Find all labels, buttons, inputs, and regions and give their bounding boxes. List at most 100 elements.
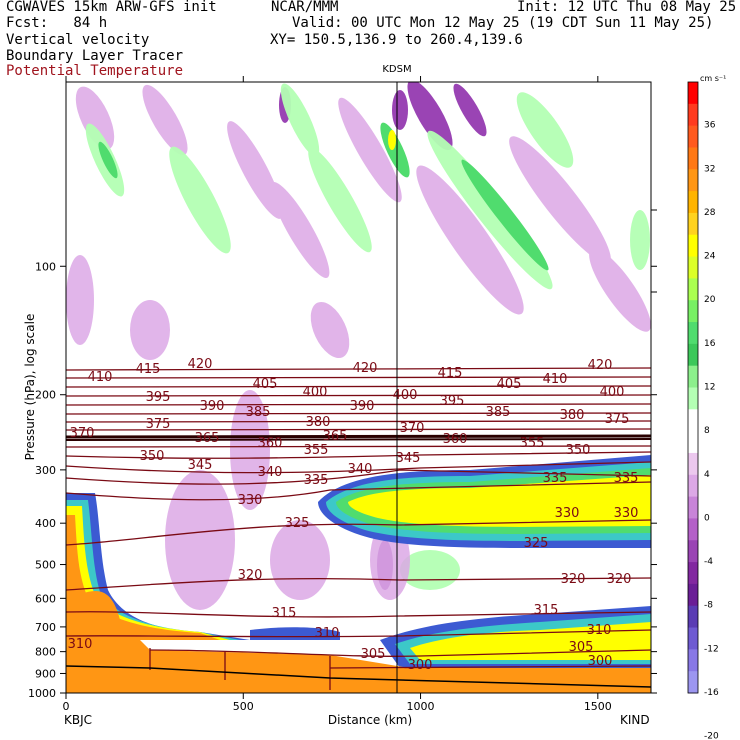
x-tick-label: 1000 (407, 700, 435, 713)
x-axis-left-station: KBJC (64, 713, 93, 727)
theta-label: 400 (393, 388, 418, 403)
colorbar-swatch (688, 256, 698, 279)
theta-label: 355 (304, 443, 329, 458)
theta-label: 375 (605, 412, 630, 427)
colorbar-label: -4 (704, 557, 713, 567)
colorbar-swatch (688, 365, 698, 388)
theta-label: 395 (146, 390, 171, 405)
header-cross-section-endpoints: XY= 150.5,136.9 to 260.4,139.6 (270, 32, 523, 48)
header-field-boundary-layer-tracer: Boundary Layer Tracer (6, 48, 184, 64)
theta-label: 405 (253, 377, 278, 392)
colorbar-swatch (688, 343, 698, 367)
theta-label: 325 (524, 536, 549, 551)
colorbar-label: 4 (704, 470, 710, 480)
header-init-time: Init: 12 UTC Thu 08 May 25 (517, 0, 737, 15)
y-tick-label: 800 (35, 646, 56, 659)
colorbar-label: 36 (704, 121, 716, 131)
theta-label: 380 (306, 415, 331, 430)
header-field-potential-temperature: Potential Temperature (6, 63, 184, 79)
colorbar-label: 0 (704, 513, 710, 523)
colorbar-swatch (688, 518, 698, 541)
header-valid-time: Valid: 00 UTC Mon 12 May 25 (19 CDT Sun … (292, 15, 714, 31)
theta-label: 305 (569, 640, 594, 655)
colorbar-frame (687, 81, 699, 694)
theta-label: 385 (246, 405, 271, 420)
x-tick-label: 0 (63, 700, 70, 713)
colorbar-swatch (688, 431, 698, 454)
theta-label: 360 (258, 436, 283, 451)
colorbar-swatch (688, 212, 698, 236)
theta-label-group: 410 410 415 415 420 420 420 405 405 400 400 400 395 3… (68, 357, 639, 673)
colorbar-swatch (688, 562, 698, 585)
theta-label: 390 (200, 399, 225, 414)
theta-label: 385 (486, 405, 511, 420)
station-marker-label: KDSM (382, 64, 411, 75)
theta-label: 370 (70, 426, 95, 441)
colorbar-swatch (688, 409, 698, 432)
theta-label: 350 (566, 443, 591, 458)
theta-label: 415 (438, 366, 463, 381)
theta-label: 380 (560, 408, 585, 423)
colorbar-swatch (688, 649, 698, 672)
theta-label: 310 (587, 623, 612, 638)
theta-label: 330 (555, 506, 580, 521)
theta-label: 400 (600, 385, 625, 400)
theta-label: 335 (614, 471, 639, 486)
y-tick-label: 1000 (28, 687, 56, 700)
theta-label: 420 (588, 358, 613, 373)
theta-label: 365 (195, 431, 220, 446)
colorbar-label: -12 (704, 644, 719, 654)
theta-label: 370 (400, 421, 425, 436)
colorbar-swatch (688, 540, 698, 563)
colorbar-label: 20 (704, 295, 716, 305)
theta-label: 330 (614, 506, 639, 521)
theta-label: 390 (350, 399, 375, 414)
header-field-vertical-velocity: Vertical velocity (6, 32, 150, 48)
plot-background (66, 82, 651, 693)
theta-label: 320 (607, 572, 632, 587)
theta-label: 320 (561, 572, 586, 587)
header-model-title: CGWAVES 15km ARW-GFS init (6, 0, 217, 15)
colorbar-swatch (688, 169, 698, 192)
theta-label: 315 (272, 606, 297, 621)
theta-label: 345 (396, 451, 421, 466)
theta-label: 300 (408, 658, 433, 673)
colorbar-swatch (688, 234, 698, 258)
colorbar-label: -20 (704, 732, 719, 740)
y-tick-label: 600 (35, 592, 56, 605)
y-tick-label: 700 (35, 621, 56, 634)
theta-label: 310 (315, 626, 340, 641)
theta-label: 340 (258, 465, 283, 480)
theta-label: 420 (188, 357, 213, 372)
theta-label: 320 (238, 568, 263, 583)
colorbar-swatch (688, 452, 698, 476)
colorbar-swatch (688, 474, 698, 498)
y-tick-label: 100 (35, 260, 56, 273)
theta-label: 410 (88, 370, 113, 385)
x-axis-right-station: KIND (620, 713, 650, 727)
colorbar-swatch (688, 82, 698, 105)
colorbar-label: 28 (704, 208, 716, 218)
theta-label: 410 (543, 372, 568, 387)
vertical-velocity-shading (66, 82, 651, 693)
theta-label: 310 (68, 637, 93, 652)
colorbar-swatch (688, 583, 698, 607)
colorbar-swatch (688, 627, 698, 650)
theta-label: 305 (361, 647, 386, 662)
y-tick-label: 400 (35, 517, 56, 530)
header-organization: NCAR/MMM (271, 0, 339, 15)
colorbar-label: 16 (704, 339, 716, 349)
colorbar-label: 12 (704, 383, 715, 393)
theta-label: 360 (443, 432, 468, 447)
x-axis: 0 500 1000 1500 (63, 76, 612, 713)
colorbar-swatch (688, 605, 698, 629)
theta-label: 355 (520, 436, 545, 451)
y-tick-label: 200 (35, 389, 56, 402)
colorbar-swatch (688, 125, 698, 148)
theta-label: 335 (304, 473, 329, 488)
colorbar-swatch (688, 300, 698, 323)
colorbar-swatch (688, 147, 698, 170)
theta-label: 345 (188, 458, 213, 473)
theta-label: 405 (497, 377, 522, 392)
